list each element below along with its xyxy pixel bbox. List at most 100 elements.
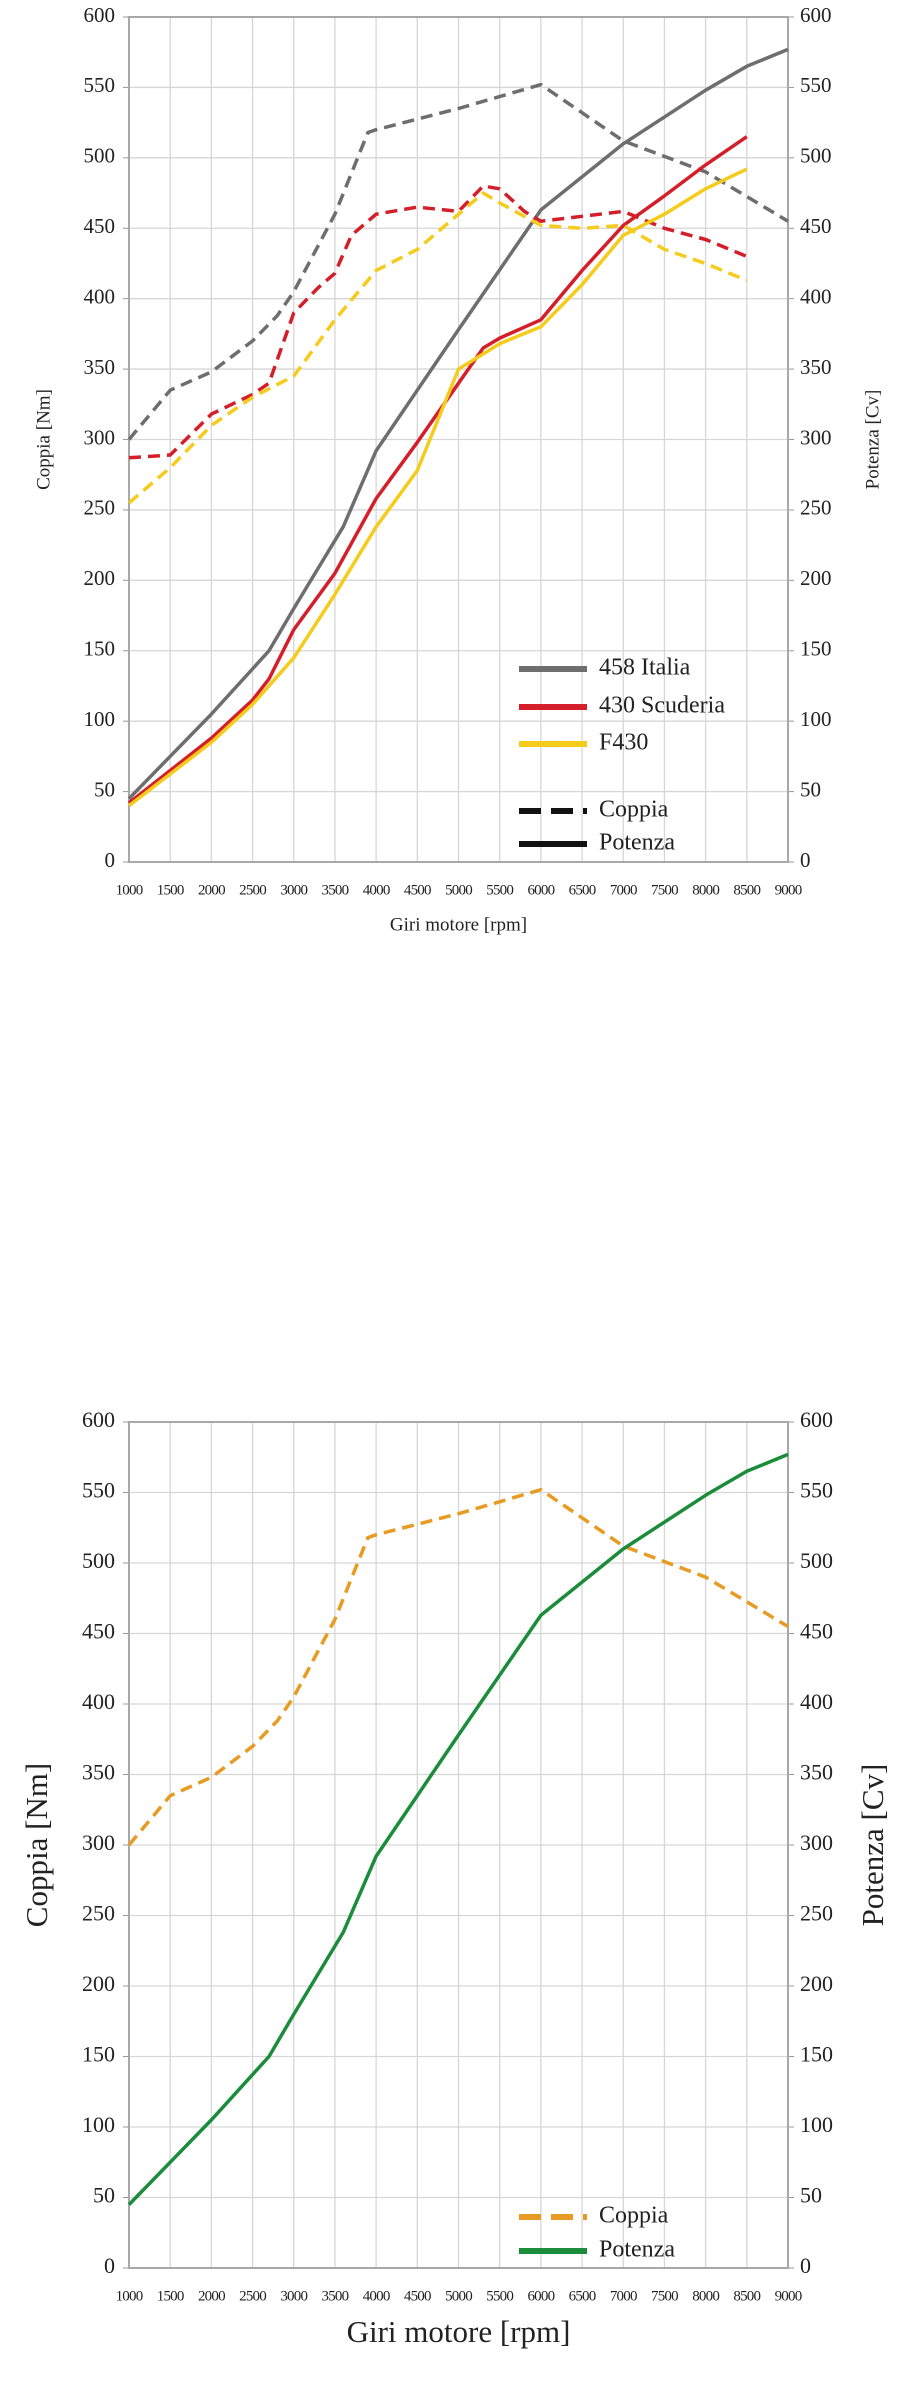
- y-tick-label: 450: [84, 214, 116, 238]
- y-tick-label: 0: [104, 2253, 115, 2278]
- x-tick-label: 2000: [198, 2288, 225, 2304]
- y-tick-label: 50: [93, 2183, 115, 2208]
- y2-tick-label: 250: [800, 496, 832, 520]
- x-tick-label: 1500: [157, 882, 184, 898]
- y-tick-label: 550: [84, 73, 116, 97]
- y2-tick-label: 0: [800, 2253, 811, 2278]
- legend-label: F430: [599, 730, 648, 756]
- y2-tick-label: 550: [800, 1478, 833, 1503]
- line-series: [127, 1452, 789, 2206]
- y2-tick-label: 100: [800, 2112, 833, 2137]
- x-tick-label: 8500: [733, 882, 760, 898]
- y-tick-label: 100: [84, 707, 116, 731]
- y2-tick-label: 350: [800, 1760, 833, 1785]
- legend-label: 430 Scuderia: [599, 693, 725, 719]
- y2-tick-label: 300: [800, 1830, 833, 1855]
- x-tick-label: 3500: [322, 2288, 349, 2304]
- y-tick-label: 200: [84, 566, 116, 590]
- x-tick-label: 8000: [692, 2288, 719, 2304]
- x-tick-label: 7000: [610, 882, 637, 898]
- x-tick-label: 8500: [733, 2288, 760, 2304]
- y-tick-label: 550: [82, 1478, 115, 1503]
- x-axis-title: Giri motore [rpm]: [390, 914, 527, 935]
- x-tick-label: 5500: [486, 2288, 513, 2304]
- y2-tick-label: 500: [800, 144, 832, 168]
- y2-tick-label: 300: [800, 425, 832, 449]
- y-tick-label: 350: [82, 1760, 115, 1785]
- y-tick-label: 50: [94, 777, 115, 801]
- y2-tick-label: 600: [800, 1407, 833, 1432]
- x-tick-label: 8000: [692, 882, 719, 898]
- x-tick-label: 9000: [775, 882, 802, 898]
- line-series: [127, 82, 789, 441]
- y-axis-title: Coppia [Nm]: [33, 389, 54, 490]
- y2-axis-title: Potenza [Cv]: [855, 1764, 890, 1927]
- x-tick-label: 9000: [775, 2288, 802, 2304]
- y2-tick-label: 200: [800, 1971, 833, 1996]
- x-tick-label: 1000: [116, 882, 143, 898]
- y2-tick-label: 400: [800, 1689, 833, 1714]
- y2-axis-title: Potenza [Cv]: [862, 390, 883, 490]
- x-tick-label: 2500: [239, 2288, 266, 2304]
- y2-tick-label: 550: [800, 73, 832, 97]
- y2-tick-label: 200: [800, 566, 832, 590]
- x-tick-label: 4000: [363, 2288, 390, 2304]
- x-tick-label: 1000: [116, 2288, 143, 2304]
- x-tick-label: 7500: [651, 882, 678, 898]
- y2-tick-label: 450: [800, 1619, 833, 1644]
- y-tick-label: 600: [84, 3, 116, 27]
- legend-label: Coppia: [599, 2203, 669, 2229]
- y2-tick-label: 100: [800, 707, 832, 731]
- line-series: [127, 191, 748, 505]
- x-tick-label: 4000: [363, 882, 390, 898]
- y-tick-label: 150: [84, 637, 116, 661]
- y2-tick-label: 350: [800, 355, 832, 379]
- y-tick-label: 500: [82, 1548, 115, 1573]
- line-series: [127, 135, 748, 805]
- y2-tick-label: 450: [800, 214, 832, 238]
- y-tick-label: 250: [82, 1901, 115, 1926]
- y2-tick-label: 0: [800, 848, 811, 872]
- x-tick-label: 2500: [239, 882, 266, 898]
- y2-tick-label: 50: [800, 777, 821, 801]
- x-tick-label: 4500: [404, 882, 431, 898]
- x-tick-label: 5500: [486, 882, 513, 898]
- y-tick-label: 0: [105, 848, 116, 872]
- y-tick-label: 250: [84, 496, 116, 520]
- x-tick-label: 6000: [527, 2288, 554, 2304]
- y2-tick-label: 150: [800, 637, 832, 661]
- x-tick-label: 5000: [445, 2288, 472, 2304]
- y2-tick-label: 250: [800, 1901, 833, 1926]
- y-axis-title: Coppia [Nm]: [19, 1763, 54, 1927]
- y2-tick-label: 50: [800, 2183, 822, 2208]
- x-tick-label: 3000: [280, 882, 307, 898]
- x-tick-label: 2000: [198, 882, 225, 898]
- legend-label: Potenza: [599, 830, 675, 856]
- line-series: [127, 167, 748, 808]
- y2-tick-label: 600: [800, 3, 832, 27]
- x-tick-label: 6500: [569, 882, 596, 898]
- y-tick-label: 200: [82, 1971, 115, 1996]
- line-series: [127, 47, 789, 800]
- y-tick-label: 100: [82, 2112, 115, 2137]
- y-tick-label: 150: [82, 2042, 115, 2067]
- x-axis-title: Giri motore [rpm]: [347, 2314, 571, 2349]
- y-tick-label: 300: [84, 425, 116, 449]
- legend-label: Coppia: [599, 797, 669, 823]
- y2-tick-label: 400: [800, 284, 832, 308]
- x-tick-label: 3000: [280, 2288, 307, 2304]
- y-tick-label: 450: [82, 1619, 115, 1644]
- legend-label: 458 Italia: [599, 655, 691, 681]
- legend-label: Potenza: [599, 2237, 675, 2263]
- x-tick-label: 5000: [445, 882, 472, 898]
- x-tick-label: 4500: [404, 2288, 431, 2304]
- line-series: [127, 1487, 789, 1847]
- y-tick-label: 500: [84, 144, 116, 168]
- x-tick-label: 6000: [527, 882, 554, 898]
- y2-tick-label: 150: [800, 2042, 833, 2067]
- y-tick-label: 350: [84, 355, 116, 379]
- y-tick-label: 300: [82, 1830, 115, 1855]
- x-tick-label: 3500: [322, 882, 349, 898]
- y-tick-label: 400: [84, 284, 116, 308]
